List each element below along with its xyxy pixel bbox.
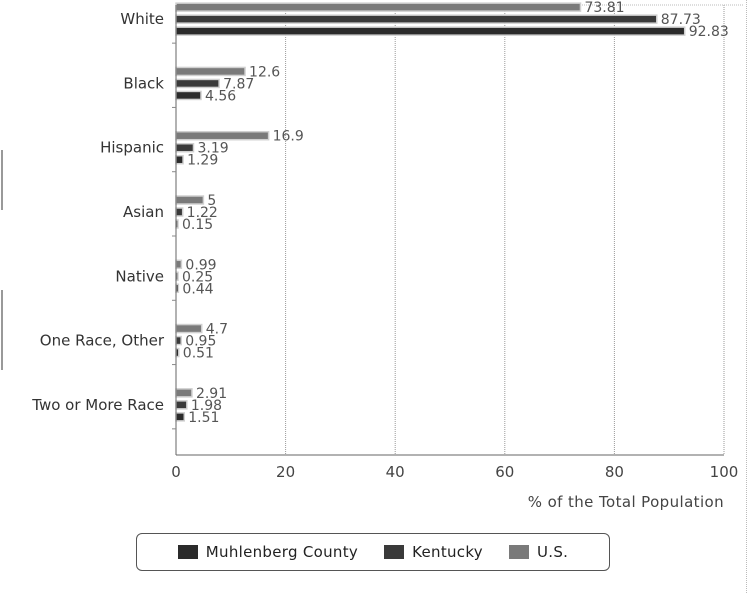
bar-1-1	[175, 78, 220, 89]
value-label-0-2: 92.83	[689, 24, 729, 40]
bar-6-2	[175, 412, 186, 422]
x-tick-label-60: 60	[495, 463, 514, 481]
value-label-5-0: 4.7	[206, 322, 228, 338]
bar-5-0	[175, 323, 203, 334]
value-label-1-0: 12.6	[249, 64, 280, 80]
x-tick-label-20: 20	[276, 463, 295, 481]
value-label-6-2: 1.51	[188, 410, 219, 426]
value-label-2-0: 16.9	[273, 129, 304, 145]
bar-6-1	[175, 400, 188, 410]
category-label-5: One Race, Other	[40, 332, 165, 350]
bar-6-0	[175, 388, 193, 398]
x-tick-label-100: 100	[710, 463, 739, 481]
right-frame-edge	[745, 0, 747, 593]
legend-label-us: U.S.	[536, 543, 569, 561]
value-label-0-1: 87.73	[661, 12, 701, 28]
chart-legend: Muhlenberg County Kentucky U.S.	[136, 533, 610, 571]
legend-item-us[interactable]: U.S.	[508, 543, 569, 561]
category-label-3: Asian	[123, 203, 164, 221]
value-label-4-0: 0.99	[185, 257, 216, 273]
value-label-0-0: 73.81	[584, 0, 624, 16]
bar-2-2	[175, 154, 184, 165]
category-label-1: Black	[123, 74, 164, 92]
legend-swatch-muhlenberg	[177, 545, 198, 559]
value-label-3-2: 0.15	[182, 217, 213, 233]
value-label-6-1: 1.98	[191, 398, 222, 414]
x-tick-label-0: 0	[171, 463, 181, 481]
value-label-2-1: 3.19	[197, 141, 228, 157]
x-tick-label-80: 80	[605, 463, 624, 481]
category-label-4: Native	[115, 267, 164, 285]
bar-2-0	[175, 130, 270, 141]
value-label-4-2: 0.44	[182, 281, 213, 297]
value-label-3-0: 5	[207, 193, 216, 209]
category-label-0: White	[120, 10, 164, 28]
bar-1-0	[175, 66, 246, 77]
bar-5-1	[175, 335, 182, 346]
left-frame-edge	[0, 0, 4, 593]
category-label-6: Two or More Race	[31, 396, 164, 414]
bar-3-1	[175, 207, 184, 217]
value-label-5-2: 0.51	[183, 346, 214, 362]
bar-0-2	[175, 26, 686, 36]
value-label-5-1: 0.95	[185, 334, 216, 350]
bar-0-1	[175, 14, 658, 24]
value-label-3-1: 1.22	[187, 205, 218, 221]
legend-swatch-kentucky	[384, 545, 405, 559]
bar-3-0	[175, 195, 205, 205]
value-label-1-1: 7.87	[223, 76, 254, 92]
legend-label-muhlenberg: Muhlenberg County	[205, 543, 359, 561]
legend-item-kentucky[interactable]: Kentucky	[384, 543, 483, 561]
value-label-2-2: 1.29	[187, 153, 218, 169]
bar-4-0	[175, 259, 183, 270]
legend-item-muhlenberg[interactable]: Muhlenberg County	[177, 543, 359, 561]
legend-swatch-us	[508, 545, 529, 559]
legend-label-kentucky: Kentucky	[412, 543, 483, 561]
category-label-2: Hispanic	[100, 139, 164, 157]
bar-2-1	[175, 142, 195, 153]
x-tick-label-40: 40	[386, 463, 405, 481]
bar-1-2	[175, 90, 202, 101]
bar-0-0	[175, 2, 582, 12]
value-label-6-0: 2.91	[196, 386, 227, 402]
value-label-4-1: 0.25	[182, 269, 213, 285]
x-axis-title: % of the Total Population	[528, 493, 724, 511]
value-label-1-2: 4.56	[205, 88, 236, 104]
